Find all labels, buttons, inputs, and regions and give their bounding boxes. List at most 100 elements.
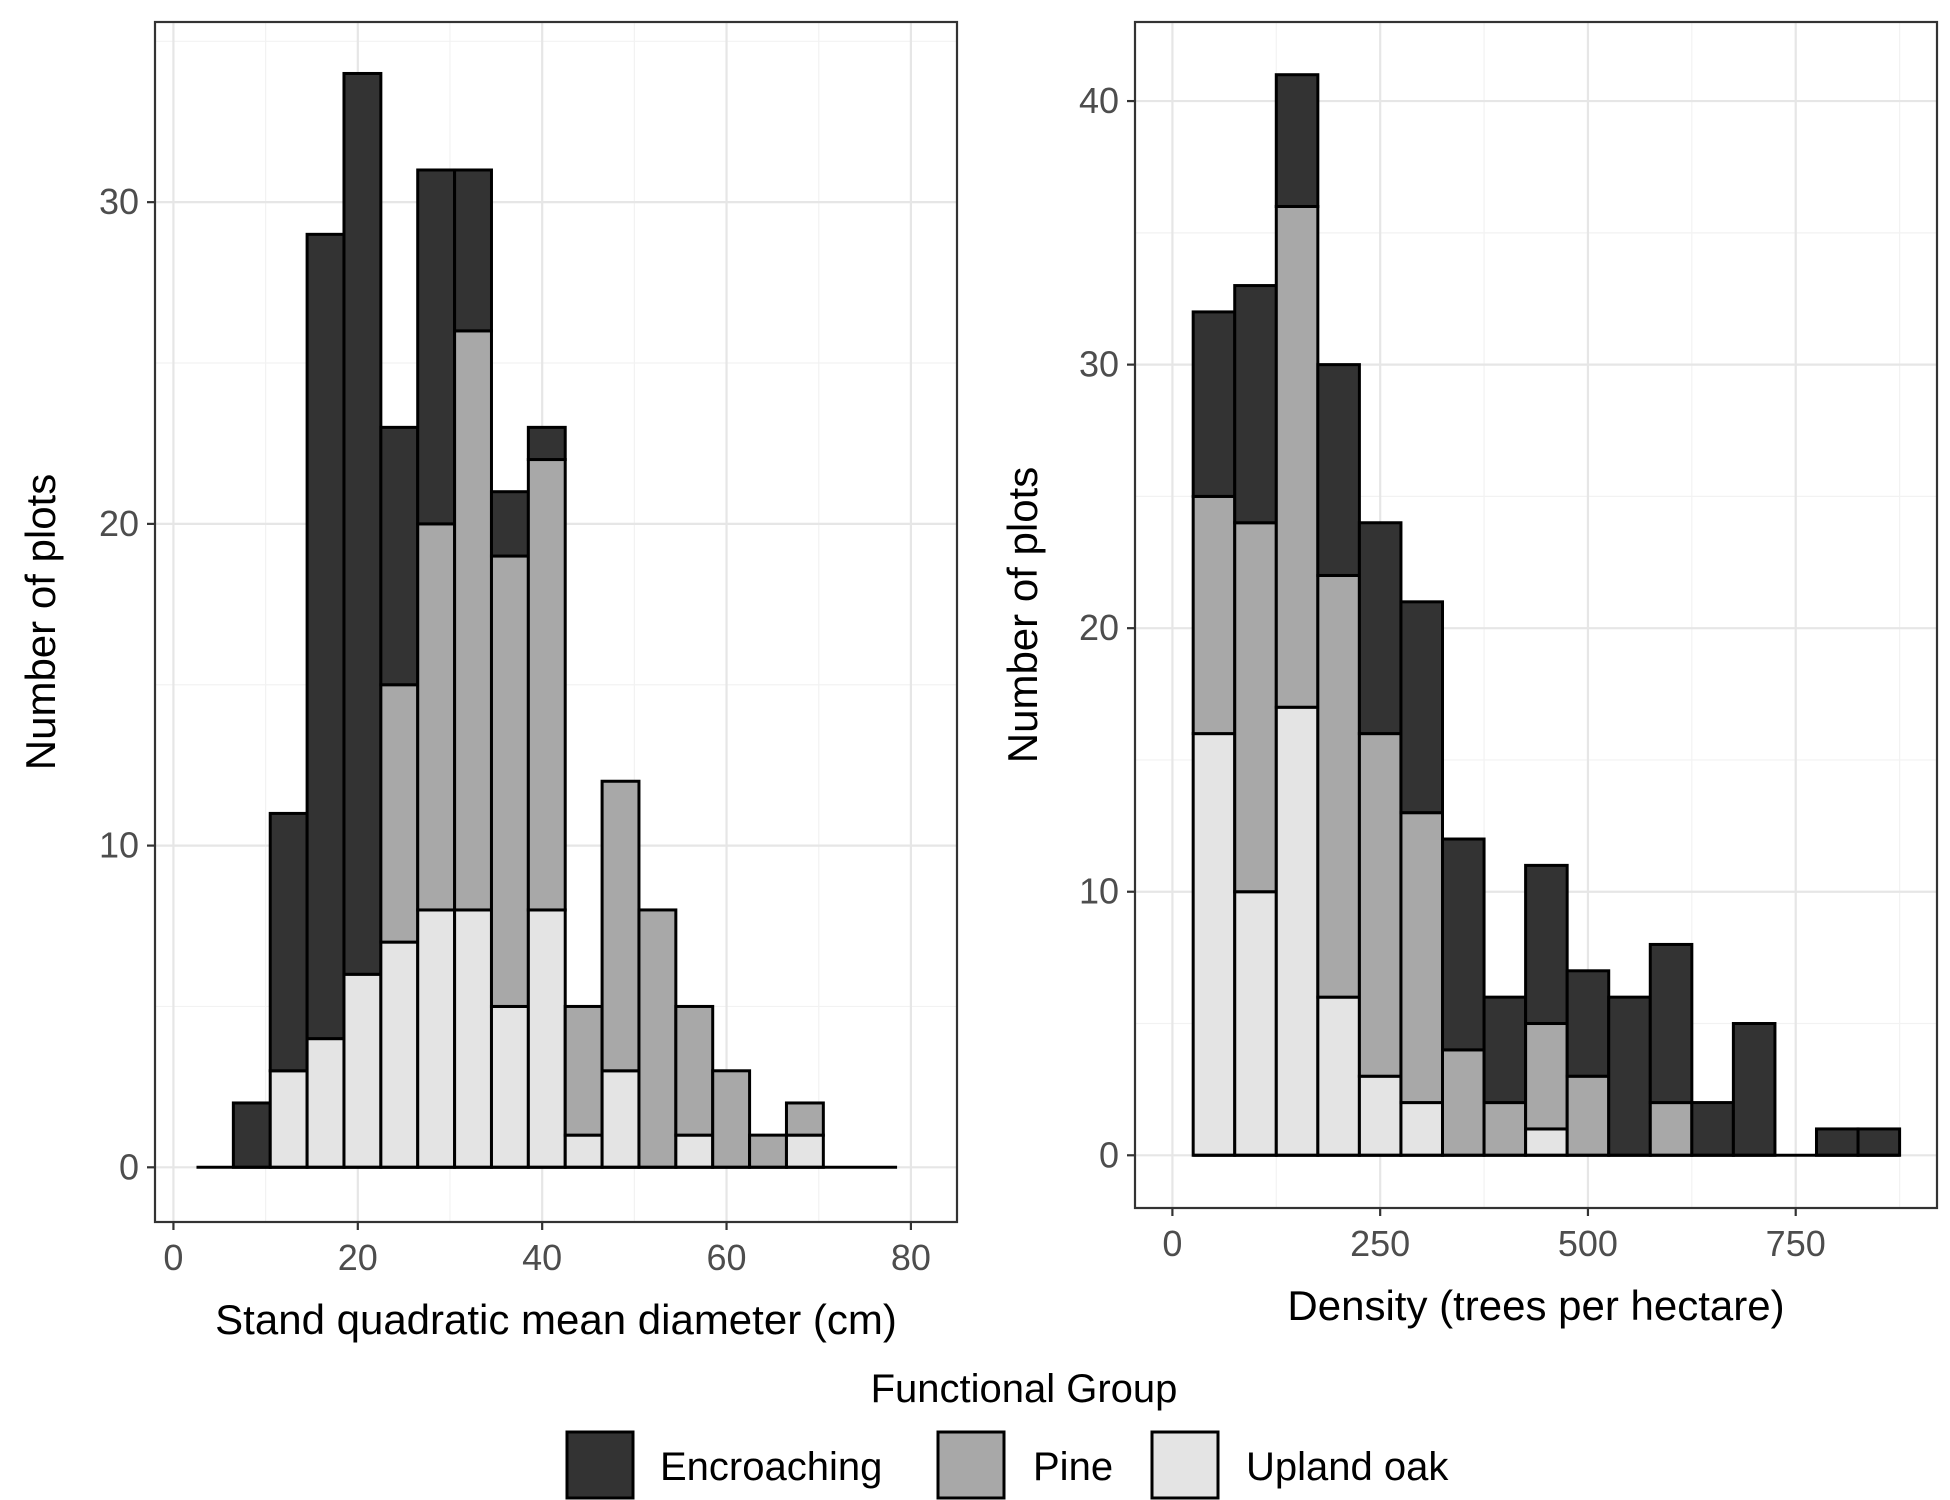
bar-encroaching [1565, 969, 1611, 1078]
bar-encroaching [1441, 837, 1486, 1052]
bar-upland-oak [1399, 1101, 1445, 1157]
legend-key-encroaching [565, 1430, 635, 1500]
bar-encroaching [1814, 1127, 1860, 1157]
bar-upland-oak [1191, 732, 1237, 1157]
bar-encroaching [1648, 942, 1694, 1105]
x-tick-label: 0 [163, 1237, 183, 1278]
x-tick-label: 80 [891, 1237, 931, 1278]
legend-label-upland-oak: Upland oak [1246, 1445, 1449, 1489]
bar-upland-oak [600, 1069, 641, 1169]
panel-border [153, 20, 959, 1224]
x-tick-label: 20 [338, 1237, 378, 1278]
y-tick-label: 30 [99, 181, 139, 222]
bar-encroaching [1191, 310, 1237, 498]
bar-pine [1441, 1048, 1486, 1157]
y-axis-title: Number of plots [17, 474, 64, 770]
bar-encroaching [1731, 1022, 1777, 1157]
legend-key-upland-oak [1150, 1430, 1220, 1500]
bar-upland-oak [563, 1133, 604, 1169]
bar-encroaching [1357, 521, 1403, 736]
bar-encroaching [1316, 363, 1361, 577]
bar-pine [379, 683, 420, 944]
legend-item-upland-oak: Upland oak [1150, 1430, 1449, 1500]
bar-upland-oak [379, 940, 420, 1169]
bar-pine [637, 908, 678, 1169]
y-tick-label: 10 [1079, 871, 1119, 912]
y-tick-label: 20 [99, 503, 139, 544]
y-tick-label: 10 [99, 825, 139, 866]
bar-encroaching [1690, 1101, 1735, 1157]
legend-label-pine: Pine [1033, 1445, 1113, 1489]
bar-pine [1274, 204, 1320, 709]
bar-upland-oak [1357, 1074, 1403, 1157]
bar-upland-oak [784, 1133, 825, 1169]
bar-upland-oak [1524, 1127, 1569, 1157]
bar-pine [1399, 811, 1445, 1105]
bar-pine [1316, 573, 1361, 999]
bar-pine [784, 1101, 825, 1137]
y-tick-label: 30 [1079, 344, 1119, 385]
legend: Functional Group Encroaching Pine Upland… [565, 1367, 1449, 1500]
bar-upland-oak [342, 972, 383, 1169]
bar-pine [600, 779, 641, 1073]
bar-pine [1524, 1022, 1569, 1131]
bar-encroaching [1399, 600, 1445, 815]
bar-upland-oak [674, 1133, 715, 1169]
bar-upland-oak [305, 1037, 346, 1169]
bar-upland-oak [1233, 890, 1278, 1157]
bar-pine [1648, 1101, 1694, 1157]
y-axis-title: Number of plots [999, 467, 1046, 763]
bar-pine [489, 554, 530, 1008]
x-tick-label: 40 [522, 1237, 562, 1278]
bar-upland-oak [489, 1004, 530, 1169]
bar-encroaching [305, 232, 346, 1041]
x-tick-label: 250 [1350, 1223, 1410, 1264]
bar-upland-oak [1316, 995, 1361, 1157]
x-axis-title: Density (trees per hectare) [1287, 1282, 1784, 1329]
y-tick-label: 20 [1079, 607, 1119, 648]
legend-item-encroaching: Encroaching [565, 1430, 882, 1500]
bar-pine [1191, 494, 1237, 736]
legend-title: Functional Group [871, 1367, 1178, 1411]
bar-encroaching [1274, 73, 1320, 208]
bar-upland-oak [453, 908, 493, 1169]
bar-encroaching [231, 1101, 272, 1169]
bar-upland-oak [526, 908, 567, 1169]
bar-encroaching [489, 490, 530, 558]
bar-pine [526, 458, 567, 912]
right-histogram-panel: 0 10 20 30 40 0 250 500 750 Density (trees per he… [999, 20, 1939, 1329]
bar-encroaching [379, 425, 420, 687]
bar-pine [711, 1069, 752, 1169]
legend-item-pine: Pine [936, 1430, 1113, 1500]
bar-pine [416, 522, 457, 912]
y-tick-label: 0 [119, 1146, 139, 1187]
legend-label-encroaching: Encroaching [660, 1445, 882, 1489]
bar-encroaching [1607, 995, 1652, 1157]
bar-encroaching [416, 168, 457, 526]
bar-encroaching [526, 425, 567, 462]
bar-encroaching [453, 168, 493, 333]
y-tick-label: 40 [1079, 80, 1119, 121]
bar-pine [674, 1004, 715, 1137]
x-axis-title: Stand quadratic mean diameter (cm) [215, 1296, 897, 1343]
bar-pine [1233, 521, 1278, 894]
bar-encroaching [1482, 995, 1528, 1105]
bar-encroaching [268, 811, 309, 1073]
bar-encroaching [1856, 1127, 1902, 1157]
bar-pine [1482, 1101, 1528, 1157]
bar-upland-oak [268, 1069, 309, 1169]
bar-encroaching [342, 71, 383, 976]
legend-key-pine [936, 1430, 1006, 1500]
bar-pine [748, 1133, 788, 1169]
bar-encroaching [1524, 863, 1569, 1026]
y-tick-label: 0 [1099, 1134, 1119, 1175]
x-tick-label: 0 [1162, 1223, 1182, 1264]
bar-pine [563, 1004, 604, 1137]
bar-upland-oak [1274, 705, 1320, 1157]
x-tick-label: 500 [1558, 1223, 1618, 1264]
bar-pine [1357, 732, 1403, 1078]
x-tick-label: 60 [707, 1237, 747, 1278]
bar-encroaching [1233, 284, 1278, 525]
bar-pine [453, 329, 493, 912]
